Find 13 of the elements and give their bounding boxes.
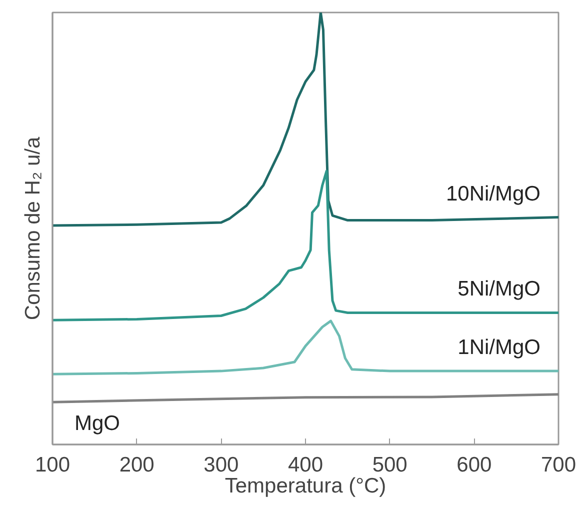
x-tick-label: 600 — [456, 454, 492, 476]
x-tick-label: 700 — [540, 454, 576, 476]
x-tick-label: 500 — [372, 454, 408, 476]
series-label: MgO — [74, 412, 120, 436]
x-tick-label: 200 — [119, 454, 154, 476]
x-tick-label: 400 — [288, 454, 324, 476]
x-axis-title: Temperatura (°C) — [224, 474, 386, 498]
series-label: 10Ni/MgO — [446, 182, 540, 206]
series-label: 1Ni/MgO — [458, 336, 541, 360]
series-label: 5Ni/MgO — [458, 278, 541, 301]
x-tick-label: 100 — [34, 454, 70, 476]
x-tick-label: 300 — [204, 454, 239, 476]
y-axis-title: Consumo de H₂ u/a — [22, 136, 44, 320]
